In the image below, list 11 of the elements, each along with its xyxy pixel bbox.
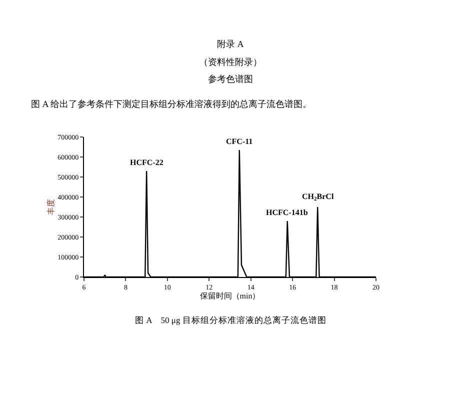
annotation: CH$_{2}$BrCl bbox=[302, 192, 334, 203]
y-axis-title: 丰度 bbox=[46, 199, 56, 215]
text: 图 A 50 μg 目标组分标准溶液的总离子流色谱图 bbox=[135, 315, 326, 325]
x-axis-title: 保留时间（min） bbox=[200, 292, 260, 300]
annotation: CFC-11 bbox=[226, 137, 253, 146]
chart-title: 附录 A bbox=[217, 39, 244, 49]
text: 参考色谱图 bbox=[208, 74, 253, 84]
text: 图 A 给出了参考条件下测定目标组分标准溶液得到的总离子流色谱图。 bbox=[31, 99, 312, 109]
annotation: HCFC-141b bbox=[266, 208, 308, 217]
annotation: HCFC-22 bbox=[130, 158, 164, 167]
chart-subtitle: （资料性附录） bbox=[199, 57, 262, 67]
